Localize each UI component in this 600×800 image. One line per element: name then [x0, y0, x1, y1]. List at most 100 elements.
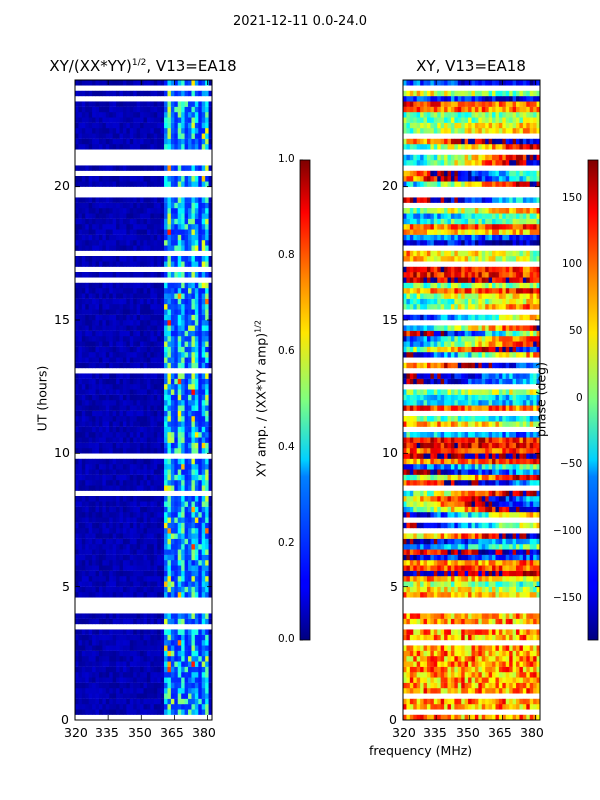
amp-heat-cell: [143, 288, 148, 294]
amp-heat-cell: [205, 357, 209, 363]
amp-heat-cell: [109, 496, 114, 502]
amp-heat-cell: [75, 416, 79, 422]
amp-heat-cell: [201, 122, 206, 129]
phase-heat-cell: [430, 565, 435, 571]
amp-heat-cell: [122, 709, 127, 715]
amp-heat-cell: [119, 106, 124, 113]
amp-heat-cell: [102, 586, 107, 593]
amp-heat-cell: [146, 485, 151, 491]
amp-heat-cell: [174, 501, 179, 507]
amp-heat-cell: [119, 282, 124, 289]
amp-heat-cell: [126, 458, 131, 465]
phase-heat-cell: [495, 698, 500, 705]
amp-heat-cell: [143, 709, 148, 715]
amp-heat-cell: [191, 426, 196, 433]
amp-heat-cell: [153, 645, 158, 651]
amp-heat-cell: [170, 357, 175, 363]
amp-heat-cell: [136, 288, 141, 294]
amp-heat-cell: [92, 672, 96, 678]
amp-heat-cell: [112, 554, 117, 561]
amp-heat-cell: [181, 565, 185, 571]
amp-heat-cell: [205, 464, 209, 470]
phase-heat-cell: [481, 576, 486, 582]
amp-heat-cell: [194, 682, 199, 689]
amp-heat-cell: [181, 437, 185, 443]
phase-heat-cell: [420, 613, 424, 619]
amp-heat-cell: [122, 565, 127, 571]
amp-heat-cell: [116, 122, 120, 129]
amp-heat-cell: [88, 528, 93, 534]
amp-heat-cell: [194, 256, 199, 262]
amp-heat-cell: [208, 122, 213, 129]
phase-heat-cell: [519, 714, 524, 721]
phase-heat-cell: [426, 677, 431, 683]
amp-heat-cell: [92, 304, 96, 310]
amp-heat-cell: [208, 634, 213, 641]
amp-heat-cell: [170, 549, 175, 555]
amp-heat-cell: [95, 496, 100, 502]
amp-heat-cell: [78, 693, 83, 699]
amp-heat-cell: [201, 341, 206, 347]
amp-heat-cell: [181, 522, 185, 529]
amp-heat-cell: [129, 261, 134, 267]
phase-heat-cell: [440, 698, 445, 705]
amp-heat-cell: [174, 522, 179, 529]
phase-heat-cell: [512, 704, 517, 710]
amp-heat-cell: [184, 357, 189, 363]
phase-heat-cell: [526, 565, 531, 571]
amp-heat-cell: [92, 442, 96, 449]
amp-heat-cell: [198, 101, 203, 107]
amp-heat-cell: [205, 229, 209, 235]
amp-heat-cell: [92, 202, 96, 209]
amp-heat-cell: [191, 586, 196, 593]
amp-heat-cell: [85, 90, 90, 97]
amp-heat-cell: [122, 234, 127, 241]
phase-heat-cell: [409, 661, 414, 667]
amp-heat-cell: [136, 688, 141, 694]
phase-heat-cell: [454, 714, 459, 721]
amp-heat-cell: [126, 357, 131, 363]
amp-heat-cell: [153, 245, 158, 251]
amp-heat-cell: [177, 405, 182, 411]
amp-heat-cell: [95, 128, 100, 134]
amp-heat-cell: [150, 666, 155, 673]
amp-heat-cell: [136, 554, 141, 561]
amp-heat-cell: [208, 405, 213, 411]
amp-heat-cell: [198, 517, 203, 523]
amp-heat-cell: [116, 256, 120, 262]
amp-heat-cell: [116, 704, 120, 710]
amp-heat-cell: [119, 117, 124, 123]
amp-heat-cell: [102, 309, 107, 315]
amp-heat-cell: [143, 80, 148, 86]
amp-heat-cell: [181, 432, 185, 438]
amp-heat-cell: [164, 512, 168, 518]
phase-heat-cell: [536, 645, 541, 651]
amp-heat-cell: [143, 117, 148, 123]
amp-heat-cell: [157, 314, 162, 321]
amp-heat-cell: [133, 682, 138, 689]
phase-heat-cell: [454, 613, 459, 619]
amp-heat-cell: [191, 485, 196, 491]
amp-heat-cell: [170, 485, 175, 491]
amp-heat-cell: [78, 181, 83, 187]
amp-heat-cell: [140, 693, 144, 699]
amp-heat-cell: [167, 474, 172, 481]
amp-heat-cell: [112, 117, 117, 123]
amp-heat-cell: [136, 528, 141, 534]
amp-heat-cell: [164, 405, 168, 411]
amp-heat-cell: [109, 618, 114, 625]
amp-heat-cell: [109, 80, 114, 86]
amp-heat-cell: [78, 506, 83, 513]
amp-heat-cell: [119, 528, 124, 534]
phase-heat-cell: [416, 666, 421, 673]
amp-heat-cell: [129, 298, 134, 305]
amp-heat-cell: [85, 501, 90, 507]
amp-heat-cell: [188, 496, 192, 502]
phase-heat-cell: [485, 688, 490, 694]
amp-heat-cell: [184, 298, 189, 305]
amp-heat-cell: [102, 229, 107, 235]
amp-heat-cell: [208, 485, 213, 491]
amp-heat-cell: [78, 581, 83, 587]
amp-heat-cell: [119, 533, 124, 539]
phase-heat-cell: [440, 661, 445, 667]
